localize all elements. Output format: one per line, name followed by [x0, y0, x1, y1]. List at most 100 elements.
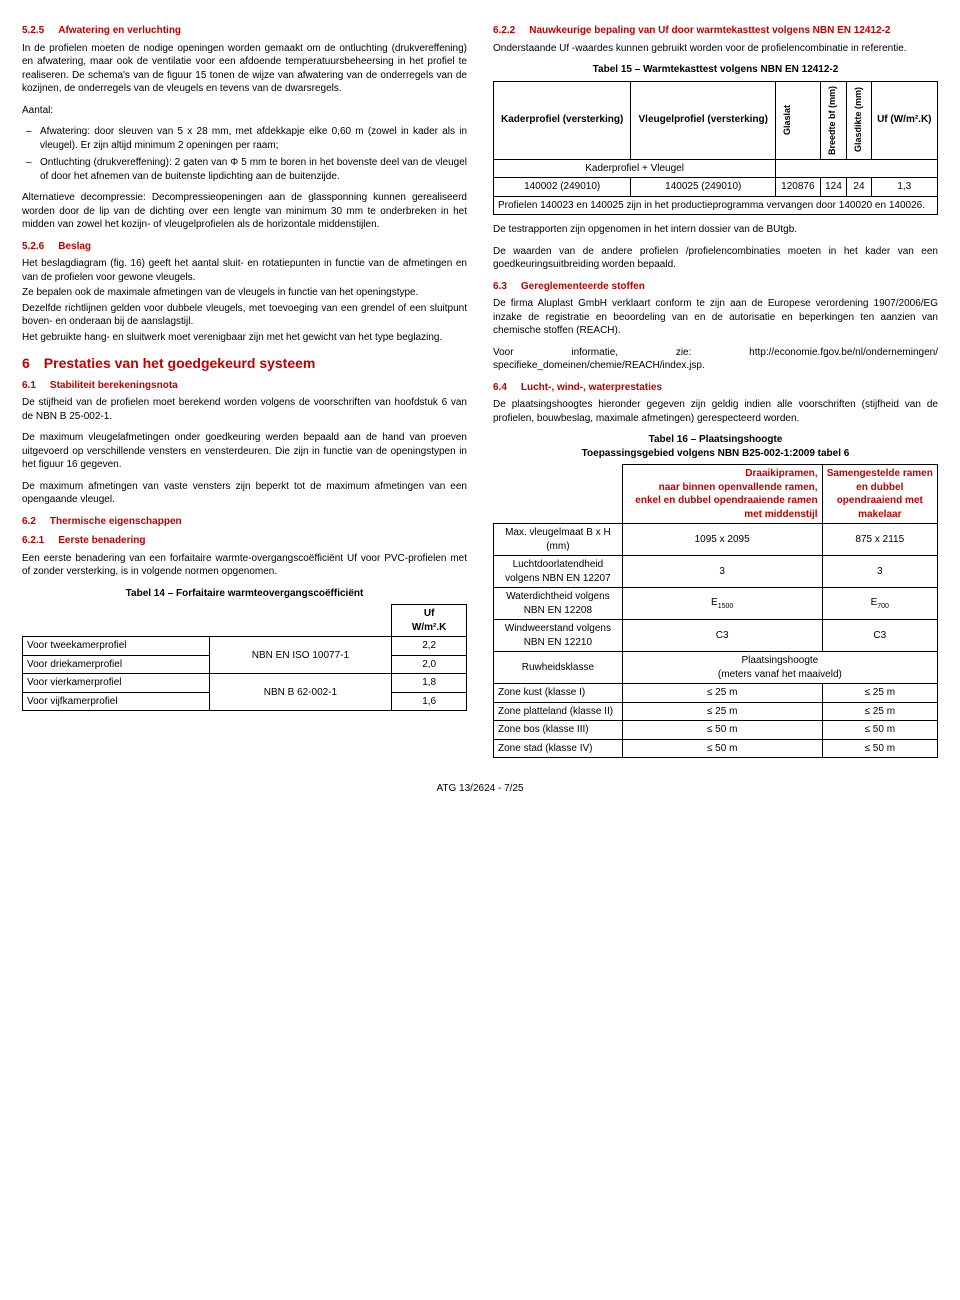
td: Voor tweekamerprofiel	[23, 637, 210, 656]
td: Zone stad (klasse IV)	[494, 739, 623, 758]
list-item: Ontluchting (drukvereffening): 2 gaten v…	[40, 156, 467, 183]
td: Plaatsingshoogte (meters vanaf het maaiv…	[622, 652, 937, 684]
table-caption: Tabel 14 – Forfaitaire warmteovergangsco…	[22, 587, 467, 601]
td: ≤ 25 m	[822, 684, 937, 703]
td: ≤ 25 m	[622, 684, 822, 703]
td: Profielen 140023 en 140025 zijn in het p…	[494, 196, 938, 215]
td: Zone platteland (klasse II)	[494, 702, 623, 721]
td: 140002 (249010)	[494, 178, 631, 197]
td: ≤ 25 m	[622, 702, 822, 721]
td: ≤ 50 m	[622, 739, 822, 758]
table-14: Uf W/m².K Voor tweekamerprofiel NBN EN I…	[22, 604, 467, 711]
th: Samengestelde ramen en dubbel opendraaie…	[822, 465, 937, 524]
heading-title: Prestaties van het goedgekeurd systeem	[44, 354, 316, 373]
heading-title: Stabiliteit berekeningsnota	[50, 379, 467, 393]
table-caption: Tabel 15 – Warmtekasttest volgens NBN EN…	[493, 63, 938, 77]
td: Luchtdoorlatendheid volgens NBN EN 12207	[494, 556, 623, 588]
td: 1,8	[392, 674, 467, 693]
th: Glaslat	[780, 103, 794, 137]
heading-num: 6.4	[493, 381, 507, 395]
heading-title: Eerste benadering	[58, 534, 467, 548]
th: Vleugelprofiel (versterking)	[631, 81, 776, 159]
heading-num: 6.3	[493, 280, 507, 294]
p: Alternatieve decompressie: Decompressieo…	[22, 191, 467, 232]
p: Onderstaande Uf -waardes kunnen gebruikt…	[493, 42, 938, 56]
heading-title: Afwatering en verluchting	[58, 24, 467, 38]
td: 120876	[776, 178, 820, 197]
td: Max. vleugelmaat B x H (mm)	[494, 524, 623, 556]
heading-title: Nauwkeurige bepaling van Uf door warmtek…	[529, 24, 938, 38]
td: 2,0	[392, 655, 467, 674]
td: Kaderprofiel + Vleugel	[494, 159, 776, 178]
heading-title: Gereglementeerde stoffen	[521, 280, 938, 294]
heading-622: 6.2.2 Nauwkeurige bepaling van Uf door w…	[493, 24, 938, 38]
heading-62: 6.2 Thermische eigenschappen	[22, 515, 467, 529]
heading-title: Lucht-, wind-, waterprestaties	[521, 381, 938, 395]
heading-63: 6.3 Gereglementeerde stoffen	[493, 280, 938, 294]
td: Voor vierkamerprofiel	[23, 674, 210, 693]
td: ≤ 50 m	[822, 739, 937, 758]
heading-num: 6.2.2	[493, 24, 515, 38]
table-16: Draaikipramen, naar binnen openvallende …	[493, 464, 938, 758]
td: Voor driekamerprofiel	[23, 655, 210, 674]
th: Uf (W/m².K)	[871, 81, 937, 159]
p: De firma Aluplast GmbH verklaart conform…	[493, 297, 938, 338]
td: 875 x 2115	[822, 524, 937, 556]
heading-num: 6.1	[22, 379, 36, 393]
p: De stijfheid van de profielen moet berek…	[22, 396, 467, 423]
p: Een eerste benadering van een forfaitair…	[22, 552, 467, 579]
td: C3	[822, 620, 937, 652]
p: De maximum vleugelafmetingen onder goedk…	[22, 431, 467, 472]
p: De waarden van de andere profielen /prof…	[493, 245, 938, 272]
td: NBN B 62-002-1	[209, 674, 392, 711]
heading-num: 5.2.6	[22, 240, 44, 254]
th: Kaderprofiel (versterking)	[494, 81, 631, 159]
td: Waterdichtheid volgens NBN EN 12208	[494, 588, 623, 620]
heading-num: 6	[22, 354, 30, 373]
th: Breedte bf (mm)	[825, 84, 839, 157]
p: Aantal:	[22, 104, 467, 118]
p: Ze bepalen ook de maximale afmetingen va…	[22, 286, 467, 300]
heading-num: 6.2.1	[22, 534, 44, 548]
td: Zone bos (klasse III)	[494, 721, 623, 740]
table-caption: Toepassingsgebied volgens NBN B25-002-1:…	[493, 447, 938, 461]
td: ≤ 50 m	[622, 721, 822, 740]
p: De plaatsingshoogtes hieronder gegeven z…	[493, 398, 938, 425]
list-item: Afwatering: door sleuven van 5 x 28 mm, …	[40, 125, 467, 152]
td: NBN EN ISO 10077-1	[209, 637, 392, 674]
td: ≤ 25 m	[822, 702, 937, 721]
table-caption: Tabel 16 – Plaatsingshoogte	[493, 433, 938, 447]
td: Windweerstand volgens NBN EN 12210	[494, 620, 623, 652]
heading-title: Thermische eigenschappen	[50, 515, 467, 529]
heading-621: 6.2.1 Eerste benadering	[22, 534, 467, 548]
td: 1,3	[871, 178, 937, 197]
p: Het gebruikte hang- en sluitwerk moet ve…	[22, 331, 467, 345]
table-15: Kaderprofiel (versterking) Vleugelprofie…	[493, 81, 938, 216]
td: 3	[622, 556, 822, 588]
td: 24	[847, 178, 871, 197]
heading-525: 5.2.5 Afwatering en verluchting	[22, 24, 467, 38]
p: Dezelfde richtlijnen gelden voor dubbele…	[22, 302, 467, 329]
th: Draaikipramen, naar binnen openvallende …	[622, 465, 822, 524]
td: Ruwheidsklasse	[494, 652, 623, 684]
td: 124	[820, 178, 847, 197]
p: De testrapporten zijn opgenomen in het i…	[493, 223, 938, 237]
td: ≤ 50 m	[822, 721, 937, 740]
th: Glasdikte (mm)	[851, 85, 865, 154]
heading-num: 6.2	[22, 515, 36, 529]
td: Voor vijfkamerprofiel	[23, 692, 210, 711]
p: Voor informatie, zie: http://economie.fg…	[493, 346, 938, 373]
td: 140025 (249010)	[631, 178, 776, 197]
p: De maximum afmetingen van vaste vensters…	[22, 480, 467, 507]
td: C3	[622, 620, 822, 652]
heading-64: 6.4 Lucht-, wind-, waterprestaties	[493, 381, 938, 395]
heading-6: 6 Prestaties van het goedgekeurd systeem	[22, 354, 467, 373]
td: 1095 x 2095	[622, 524, 822, 556]
p: Het beslagdiagram (fig. 16) geeft het aa…	[22, 257, 467, 284]
td: E700	[822, 588, 937, 620]
td: 3	[822, 556, 937, 588]
heading-num: 5.2.5	[22, 24, 44, 38]
p: In de profielen moeten de nodige opening…	[22, 42, 467, 96]
heading-61: 6.1 Stabiliteit berekeningsnota	[22, 379, 467, 393]
page-footer: ATG 13/2624 - 7/25	[22, 782, 938, 796]
